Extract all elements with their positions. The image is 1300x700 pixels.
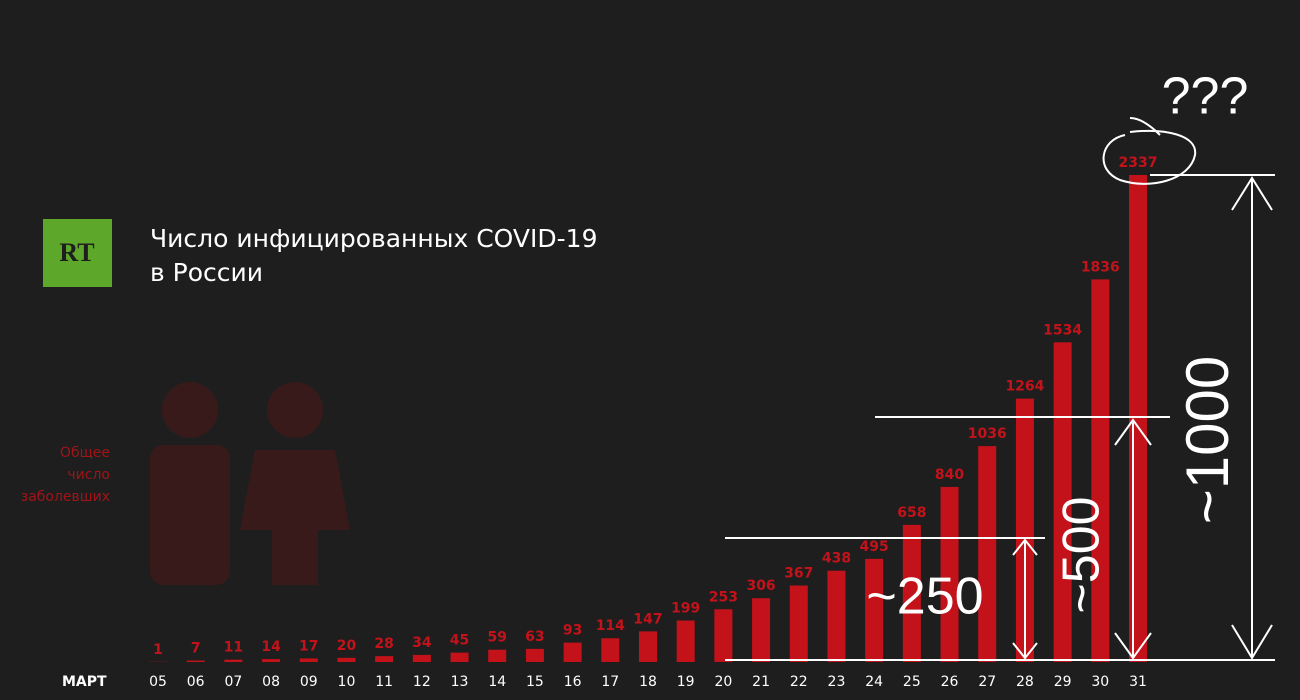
side-label: Общее (60, 445, 110, 461)
bar (563, 642, 582, 662)
bar (1129, 175, 1147, 662)
x-tick-label: 24 (865, 674, 883, 690)
x-tick-label: 10 (338, 674, 356, 690)
value-label: 17 (299, 638, 318, 654)
value-label: 306 (746, 578, 775, 594)
value-label: 1 (153, 642, 163, 658)
x-tick-label: 14 (488, 674, 506, 690)
annotation: ??? (1162, 68, 1249, 126)
x-tick-label: 18 (639, 674, 657, 690)
value-label: 495 (860, 539, 889, 555)
x-tick-label: 06 (187, 674, 205, 690)
bar (827, 570, 846, 662)
logo: RT (59, 238, 94, 267)
bar (375, 656, 394, 662)
x-tick-label: 09 (300, 674, 318, 690)
x-tick-label: 30 (1091, 674, 1109, 690)
value-label: 93 (563, 623, 582, 639)
value-label: 1836 (1081, 259, 1120, 275)
bar (865, 558, 884, 662)
x-tick-label: 13 (451, 674, 469, 690)
bar (412, 654, 431, 662)
annotation: ~1000 (1174, 356, 1241, 525)
bar (1053, 342, 1072, 662)
bar (639, 631, 657, 662)
value-label: 28 (374, 636, 393, 652)
x-tick-label: 21 (752, 674, 770, 690)
x-tick-label: 08 (262, 674, 280, 690)
annotation: ~500 (1053, 496, 1111, 613)
bar (789, 585, 808, 662)
value-label: 1264 (1005, 379, 1044, 395)
x-tick-label: 05 (149, 674, 167, 690)
bar (601, 638, 620, 662)
title: в России (150, 258, 263, 287)
bar (525, 648, 544, 662)
value-label: 1036 (968, 426, 1007, 442)
value-label: 1534 (1043, 322, 1082, 338)
bar (224, 659, 243, 662)
bar (186, 660, 205, 662)
value-label: 840 (935, 467, 964, 483)
x-tick-label: 12 (413, 674, 431, 690)
bar (450, 652, 469, 662)
x-tick-label: 26 (941, 674, 959, 690)
bar (676, 620, 695, 662)
x-tick-label: 23 (828, 674, 846, 690)
title: Число инфицированных COVID-19 (150, 224, 597, 253)
x-tick-label: 27 (978, 674, 996, 690)
bar (262, 659, 281, 662)
people-icons (150, 382, 350, 585)
annotation-lines (725, 117, 1275, 661)
x-tick-label: 11 (375, 674, 393, 690)
x-tick-label: 25 (903, 674, 921, 690)
x-tick-label: 07 (224, 674, 242, 690)
value-label: 147 (633, 611, 662, 627)
value-label: 2337 (1119, 155, 1158, 171)
bar (752, 598, 771, 662)
x-tick-label: 22 (790, 674, 808, 690)
value-label: 63 (525, 629, 544, 645)
x-tick-label: 28 (1016, 674, 1034, 690)
value-label: 59 (487, 630, 506, 646)
value-label: 14 (261, 639, 281, 655)
value-label: 438 (822, 551, 851, 567)
bar (1015, 398, 1034, 662)
bar (337, 657, 356, 662)
value-label: 253 (709, 589, 738, 605)
x-tick-label: 17 (601, 674, 619, 690)
bar (978, 446, 997, 662)
value-label: 45 (450, 633, 469, 649)
value-label: 367 (784, 566, 813, 582)
side-label: заболевших (21, 489, 110, 505)
bar (488, 649, 507, 662)
x-tick-label: 15 (526, 674, 544, 690)
value-label: 114 (596, 618, 625, 634)
x-tick-label: 16 (564, 674, 582, 690)
value-label: 199 (671, 601, 700, 617)
x-tick-label: 31 (1129, 674, 1147, 690)
value-label: 658 (897, 505, 926, 521)
value-label: 34 (412, 635, 432, 651)
x-label: МАРТ (62, 674, 107, 690)
bar (902, 524, 921, 662)
bar (1091, 279, 1110, 662)
bar (299, 658, 318, 662)
bar (940, 486, 959, 662)
value-label: 20 (337, 638, 357, 654)
side-label: число (67, 467, 110, 483)
bar (714, 609, 733, 662)
x-tick-label: 29 (1054, 674, 1072, 690)
x-tick-label: 20 (714, 674, 732, 690)
value-label: 11 (224, 640, 243, 656)
value-label: 7 (191, 641, 201, 657)
logo-box (43, 219, 112, 287)
x-tick-label: 19 (677, 674, 695, 690)
annotation: ~250 (866, 568, 983, 626)
